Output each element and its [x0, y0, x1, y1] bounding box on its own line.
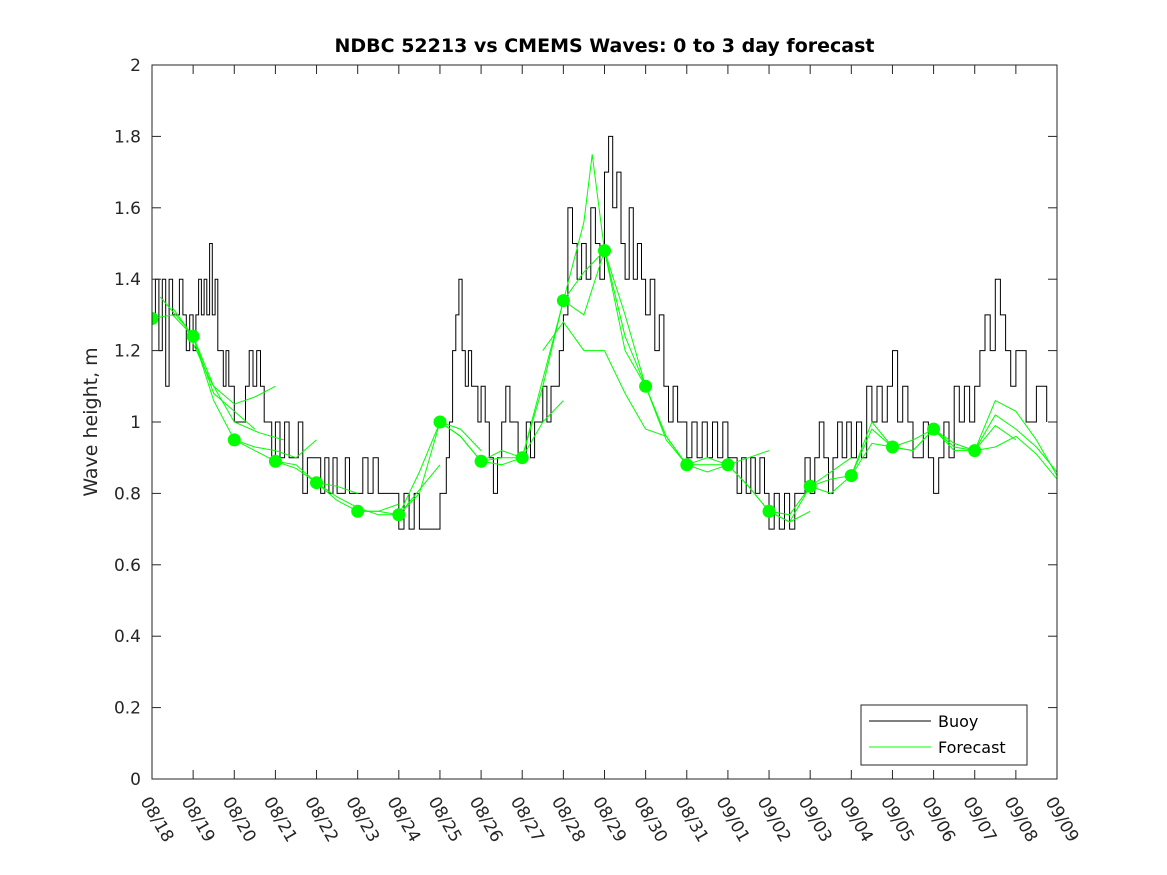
- forecast-line: [152, 314, 256, 430]
- x-tick-label: 08/29: [588, 794, 630, 846]
- x-tick-label: 08/18: [136, 794, 178, 846]
- forecast-marker: [556, 294, 570, 308]
- y-tick-label: 2: [130, 56, 141, 76]
- forecast-line: [768, 442, 893, 523]
- forecast-marker: [186, 329, 200, 343]
- forecast-line: [810, 421, 934, 487]
- y-tick-label: 0.6: [114, 556, 141, 576]
- y-tick-label: 1.2: [114, 342, 141, 362]
- y-tick-label: 0: [130, 770, 141, 790]
- forecast-line: [234, 439, 358, 494]
- forecast-marker: [351, 504, 365, 518]
- forecast-line: [521, 249, 647, 458]
- forecast-marker: [227, 433, 241, 447]
- x-tick-label: 08/21: [259, 794, 301, 846]
- legend: Buoy Forecast: [860, 704, 1028, 766]
- legend-box: [860, 704, 1028, 766]
- y-tick-label: 0.8: [114, 484, 141, 504]
- forecast-line: [316, 464, 441, 516]
- forecast-line: [172, 307, 276, 405]
- forecast-marker: [886, 440, 899, 454]
- forecast-marker: [721, 458, 735, 472]
- forecast-marker: [680, 458, 694, 472]
- forecast-line: [892, 424, 1017, 452]
- forecast-line: [645, 386, 770, 466]
- chart-title: NDBC 52213 vs CMEMS Waves: 0 to 3 day fo…: [335, 35, 875, 57]
- forecast-marker: [639, 379, 653, 393]
- x-tick-label: 09/08: [1000, 794, 1042, 846]
- x-tick-label: 08/30: [629, 794, 671, 846]
- x-tick-label: 09/04: [835, 794, 877, 846]
- forecast-marker: [844, 469, 858, 483]
- y-tick-label: 1.8: [114, 127, 141, 147]
- x-tick-label: 08/31: [670, 794, 712, 846]
- forecast-marker: [803, 479, 817, 493]
- forecast-line: [159, 296, 284, 441]
- x-tick-label: 08/26: [465, 794, 507, 846]
- y-tick-label: 1.4: [114, 270, 141, 290]
- forecast-marker: [598, 244, 611, 258]
- y-tick-label: 1: [130, 413, 141, 433]
- forecast-marker: [152, 312, 159, 325]
- forecast-line: [933, 414, 1057, 473]
- forecast-line: [439, 400, 564, 462]
- x-tick-label: 09/09: [1041, 794, 1083, 846]
- forecast-line: [357, 421, 482, 516]
- x-tick-label: 09/03: [794, 794, 836, 846]
- forecast-line: [604, 250, 729, 466]
- forecast-line: [542, 321, 667, 437]
- x-tick-label: 09/05: [876, 794, 918, 846]
- forecast-line: [192, 336, 317, 459]
- y-tick-label: 0.2: [114, 699, 141, 719]
- forecast-line: [974, 399, 1057, 476]
- y-axis-label: Wave height, m: [80, 347, 102, 496]
- forecast-line: [481, 154, 605, 462]
- x-tick-label: 08/27: [506, 794, 548, 846]
- forecast-marker: [968, 444, 982, 458]
- y-tick-label: 1.6: [114, 199, 141, 219]
- forecast-marker: [474, 454, 488, 468]
- x-tick-label: 08/24: [382, 794, 424, 846]
- x-tick-label: 08/22: [300, 794, 342, 846]
- y-tick-label: 0.4: [114, 627, 141, 647]
- forecast-line: [974, 435, 1057, 480]
- x-tick-label: 09/06: [917, 794, 959, 846]
- forecast-line: [727, 457, 852, 516]
- x-tick-label: 09/02: [753, 794, 795, 846]
- forecast-marker: [762, 504, 776, 518]
- x-tick-label: 08/19: [177, 794, 219, 846]
- buoy-line: [152, 135, 1048, 530]
- legend-label-forecast: Forecast: [938, 738, 1006, 757]
- series-layer: [152, 135, 1057, 530]
- x-tick-label: 08/23: [341, 794, 383, 846]
- forecast-marker: [927, 422, 941, 436]
- x-tick-label: 08/25: [424, 794, 466, 846]
- legend-label-buoy: Buoy: [938, 712, 978, 731]
- forecast-line: [563, 248, 688, 466]
- x-tick-label: 08/20: [218, 794, 260, 846]
- forecast-marker: [392, 508, 406, 522]
- forecast-marker: [268, 454, 282, 468]
- x-tick-label: 08/28: [547, 794, 589, 846]
- forecast-marker: [515, 451, 529, 465]
- forecast-marker: [310, 476, 323, 490]
- x-tick-label: 09/07: [958, 794, 1000, 846]
- forecast-marker: [433, 415, 447, 429]
- x-tick-label: 09/01: [712, 794, 754, 846]
